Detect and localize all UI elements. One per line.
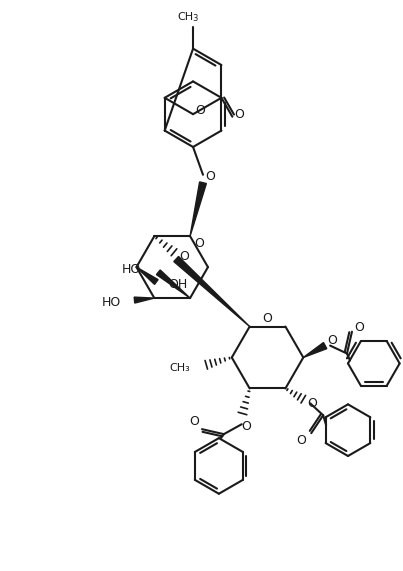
Polygon shape [174,256,250,327]
Text: O: O [263,312,272,325]
Text: CH: CH [177,12,193,22]
Polygon shape [134,297,154,303]
Text: CH₃: CH₃ [169,363,190,373]
Text: O: O [194,237,204,250]
Text: 3: 3 [192,14,198,23]
Text: O: O [242,420,251,433]
Text: HO: HO [122,263,141,276]
Text: O: O [205,170,215,183]
Text: O: O [354,321,364,334]
Polygon shape [190,182,206,236]
Polygon shape [156,270,190,298]
Text: O: O [195,104,205,116]
Text: O: O [307,397,317,410]
Text: OH: OH [168,278,187,291]
Text: O: O [189,415,199,428]
Polygon shape [303,343,327,357]
Polygon shape [137,267,158,284]
Text: HO: HO [101,296,120,308]
Text: O: O [235,108,244,121]
Text: O: O [296,433,306,447]
Text: O: O [327,334,337,347]
Text: O: O [179,250,189,263]
